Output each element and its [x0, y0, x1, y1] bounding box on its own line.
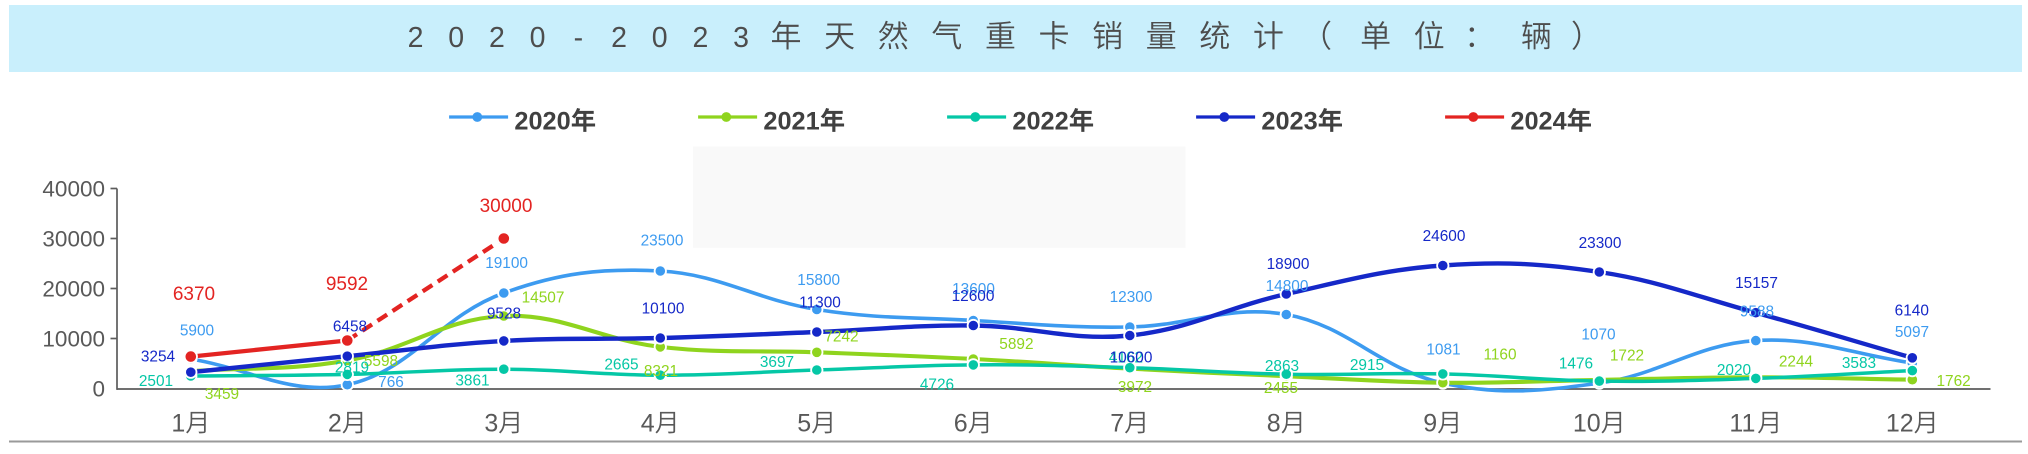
svg-text:2819: 2819: [335, 360, 369, 377]
svg-text:6458: 6458: [333, 318, 367, 335]
svg-text:1: 1: [171, 410, 185, 438]
svg-text:4: 4: [641, 410, 655, 438]
svg-text:12600: 12600: [952, 288, 995, 305]
svg-text:2023: 2023: [1261, 108, 1317, 136]
svg-text:10100: 10100: [642, 300, 685, 317]
svg-text:40000: 40000: [42, 177, 105, 202]
svg-text:1070: 1070: [1581, 327, 1615, 344]
svg-text:6370: 6370: [173, 284, 215, 305]
svg-text:5598: 5598: [364, 353, 398, 370]
svg-text:19100: 19100: [485, 255, 528, 272]
svg-text:6: 6: [954, 410, 968, 438]
svg-text:9592: 9592: [326, 274, 368, 295]
svg-text:23500: 23500: [641, 233, 684, 250]
svg-text:8321: 8321: [644, 363, 678, 380]
svg-text:766: 766: [378, 374, 404, 391]
svg-text:30000: 30000: [42, 227, 105, 252]
svg-text:2021: 2021: [763, 108, 819, 136]
svg-text:4162: 4162: [1109, 350, 1143, 367]
svg-text:3: 3: [484, 410, 498, 438]
svg-text:1160: 1160: [1483, 347, 1516, 364]
svg-text:2915: 2915: [1350, 357, 1384, 374]
svg-text:2: 2: [408, 22, 424, 54]
svg-text:3697: 3697: [760, 354, 794, 371]
svg-text:7: 7: [1110, 410, 1124, 438]
svg-text:9528: 9528: [487, 306, 521, 323]
svg-text:3254: 3254: [141, 348, 176, 365]
svg-text:2863: 2863: [1265, 358, 1299, 375]
svg-text:10: 10: [1573, 410, 1601, 438]
svg-text:0: 0: [448, 22, 464, 54]
svg-text:2: 2: [489, 22, 505, 54]
svg-text:3459: 3459: [205, 386, 239, 403]
svg-text:1762: 1762: [1936, 373, 1970, 390]
svg-text:5097: 5097: [1895, 324, 1929, 341]
svg-text:4726: 4726: [920, 377, 954, 394]
svg-text:1722: 1722: [1610, 348, 1644, 365]
svg-text:-: -: [574, 22, 584, 54]
svg-text:8: 8: [1267, 410, 1281, 438]
svg-text:12300: 12300: [1110, 289, 1153, 306]
svg-text:15157: 15157: [1735, 275, 1778, 292]
svg-text:10000: 10000: [42, 327, 105, 352]
svg-text:2020: 2020: [1717, 362, 1751, 379]
svg-text:5: 5: [797, 410, 811, 438]
svg-text:6140: 6140: [1895, 303, 1929, 320]
svg-text:2455: 2455: [1264, 380, 1298, 397]
svg-text:2022: 2022: [1012, 108, 1068, 136]
svg-text:12: 12: [1886, 410, 1914, 438]
svg-text:1081: 1081: [1426, 342, 1460, 359]
svg-text:14800: 14800: [1266, 278, 1309, 295]
svg-text:0: 0: [530, 22, 546, 54]
svg-text:9588: 9588: [1740, 304, 1774, 321]
svg-text:5892: 5892: [999, 336, 1033, 353]
svg-text:23300: 23300: [1579, 235, 1622, 252]
svg-text:3583: 3583: [1842, 355, 1876, 372]
svg-text:10600: 10600: [1110, 349, 1153, 366]
svg-text:2665: 2665: [604, 357, 638, 374]
svg-text:11300: 11300: [799, 294, 841, 311]
svg-text:11: 11: [1729, 410, 1755, 438]
svg-text:9: 9: [1423, 410, 1437, 438]
svg-text:0: 0: [92, 377, 105, 402]
svg-text:15800: 15800: [797, 272, 840, 289]
svg-text:18900: 18900: [1267, 256, 1310, 273]
svg-text:2: 2: [692, 22, 708, 54]
svg-text:24600: 24600: [1423, 228, 1466, 245]
svg-text:2: 2: [328, 410, 342, 438]
svg-text:5900: 5900: [180, 323, 214, 340]
svg-text:2501: 2501: [139, 373, 173, 390]
svg-text:20000: 20000: [42, 277, 105, 302]
svg-text:0: 0: [652, 22, 668, 54]
svg-text:2: 2: [611, 22, 627, 54]
svg-text:7242: 7242: [824, 329, 858, 346]
svg-text:2020: 2020: [514, 108, 570, 136]
svg-text:1476: 1476: [1559, 355, 1593, 372]
svg-text:3861: 3861: [455, 373, 489, 390]
svg-text:14507: 14507: [522, 290, 565, 307]
svg-text:2024: 2024: [1510, 108, 1566, 136]
svg-text:3: 3: [733, 22, 749, 54]
svg-text:2244: 2244: [1779, 354, 1814, 371]
svg-text:3972: 3972: [1118, 379, 1152, 396]
svg-text:30000: 30000: [480, 196, 533, 217]
svg-text:13600: 13600: [952, 281, 995, 298]
